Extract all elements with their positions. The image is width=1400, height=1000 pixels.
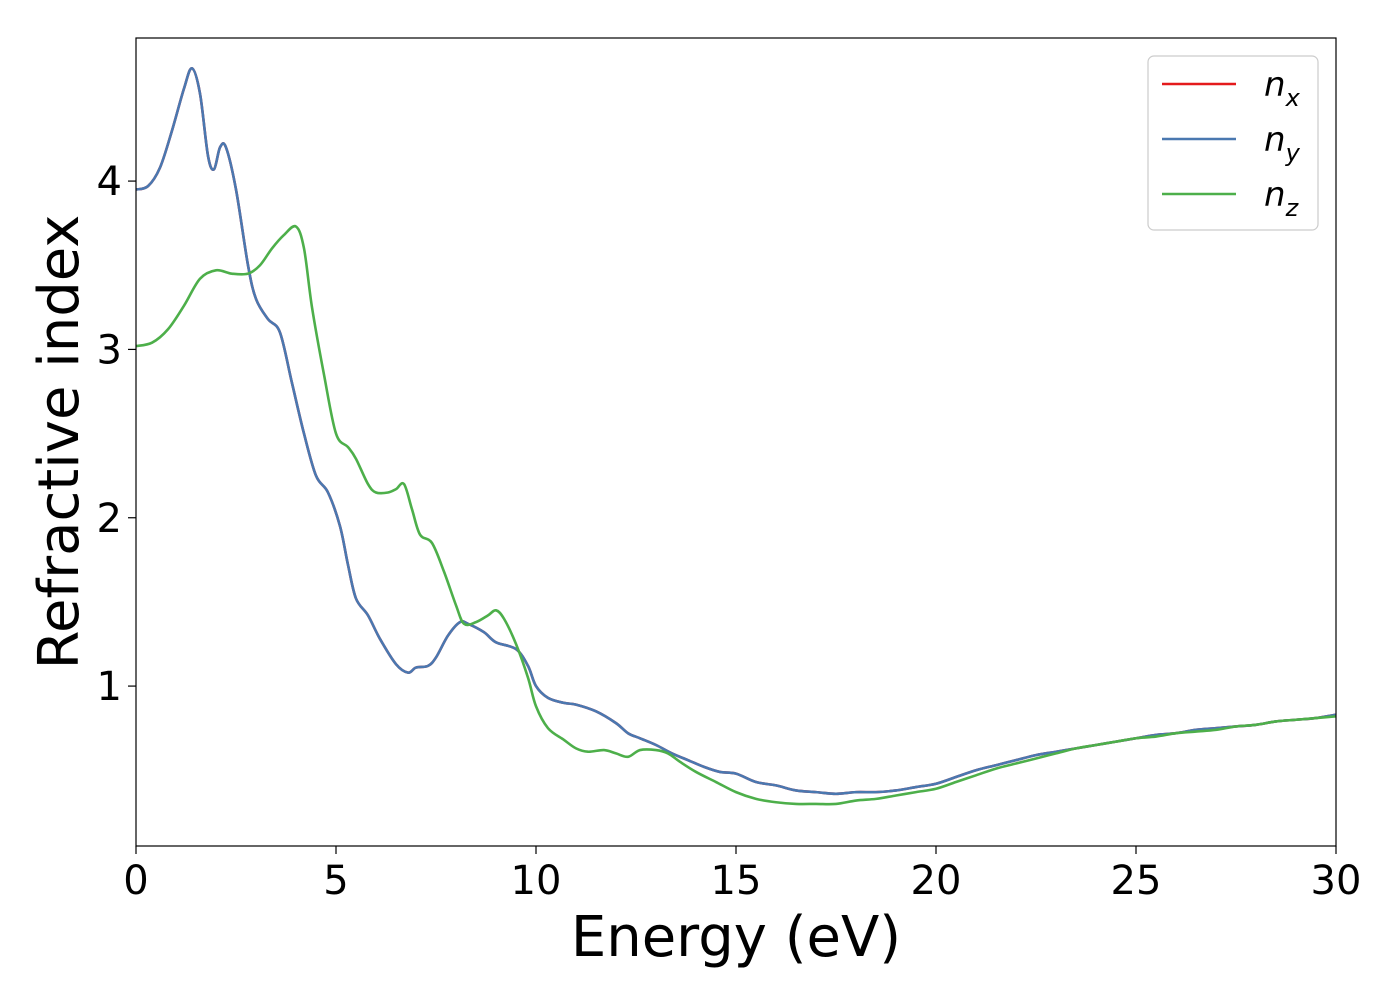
legend-subscript: x <box>1285 84 1301 112</box>
legend-symbol: n <box>1264 65 1286 105</box>
x-tick-label: 25 <box>1111 858 1162 904</box>
y-tick-label: 3 <box>97 327 122 373</box>
y-axis-label: Refractive index <box>27 215 92 670</box>
x-axis-ticks: 0 5 10 15 20 25 30 <box>123 846 1361 904</box>
series-line-n-z <box>136 224 1336 806</box>
legend-box <box>1147 55 1319 231</box>
x-tick-label: 10 <box>511 858 562 904</box>
legend-symbol: n <box>1264 120 1286 160</box>
legend-subscript: y <box>1285 139 1301 167</box>
y-tick-label: 4 <box>97 159 122 205</box>
y-axis-ticks: 1 2 3 4 <box>97 159 136 710</box>
legend-label-n-z: nz <box>1264 175 1300 222</box>
x-tick-label: 30 <box>1311 858 1362 904</box>
x-tick-label: 0 <box>123 858 148 904</box>
y-tick-label: 1 <box>97 664 122 710</box>
x-tick-label: 15 <box>711 858 762 904</box>
x-axis-label: Energy (eV) <box>571 905 901 970</box>
x-tick-label: 20 <box>911 858 962 904</box>
series-layer <box>136 67 1336 806</box>
x-tick-label: 5 <box>323 858 348 904</box>
legend-subscript: z <box>1285 194 1300 222</box>
legend-label-n-y: ny <box>1264 120 1301 167</box>
legend-label-n-x: nx <box>1264 65 1301 112</box>
y-tick-label: 2 <box>97 496 122 542</box>
legend-symbol: n <box>1264 175 1286 215</box>
